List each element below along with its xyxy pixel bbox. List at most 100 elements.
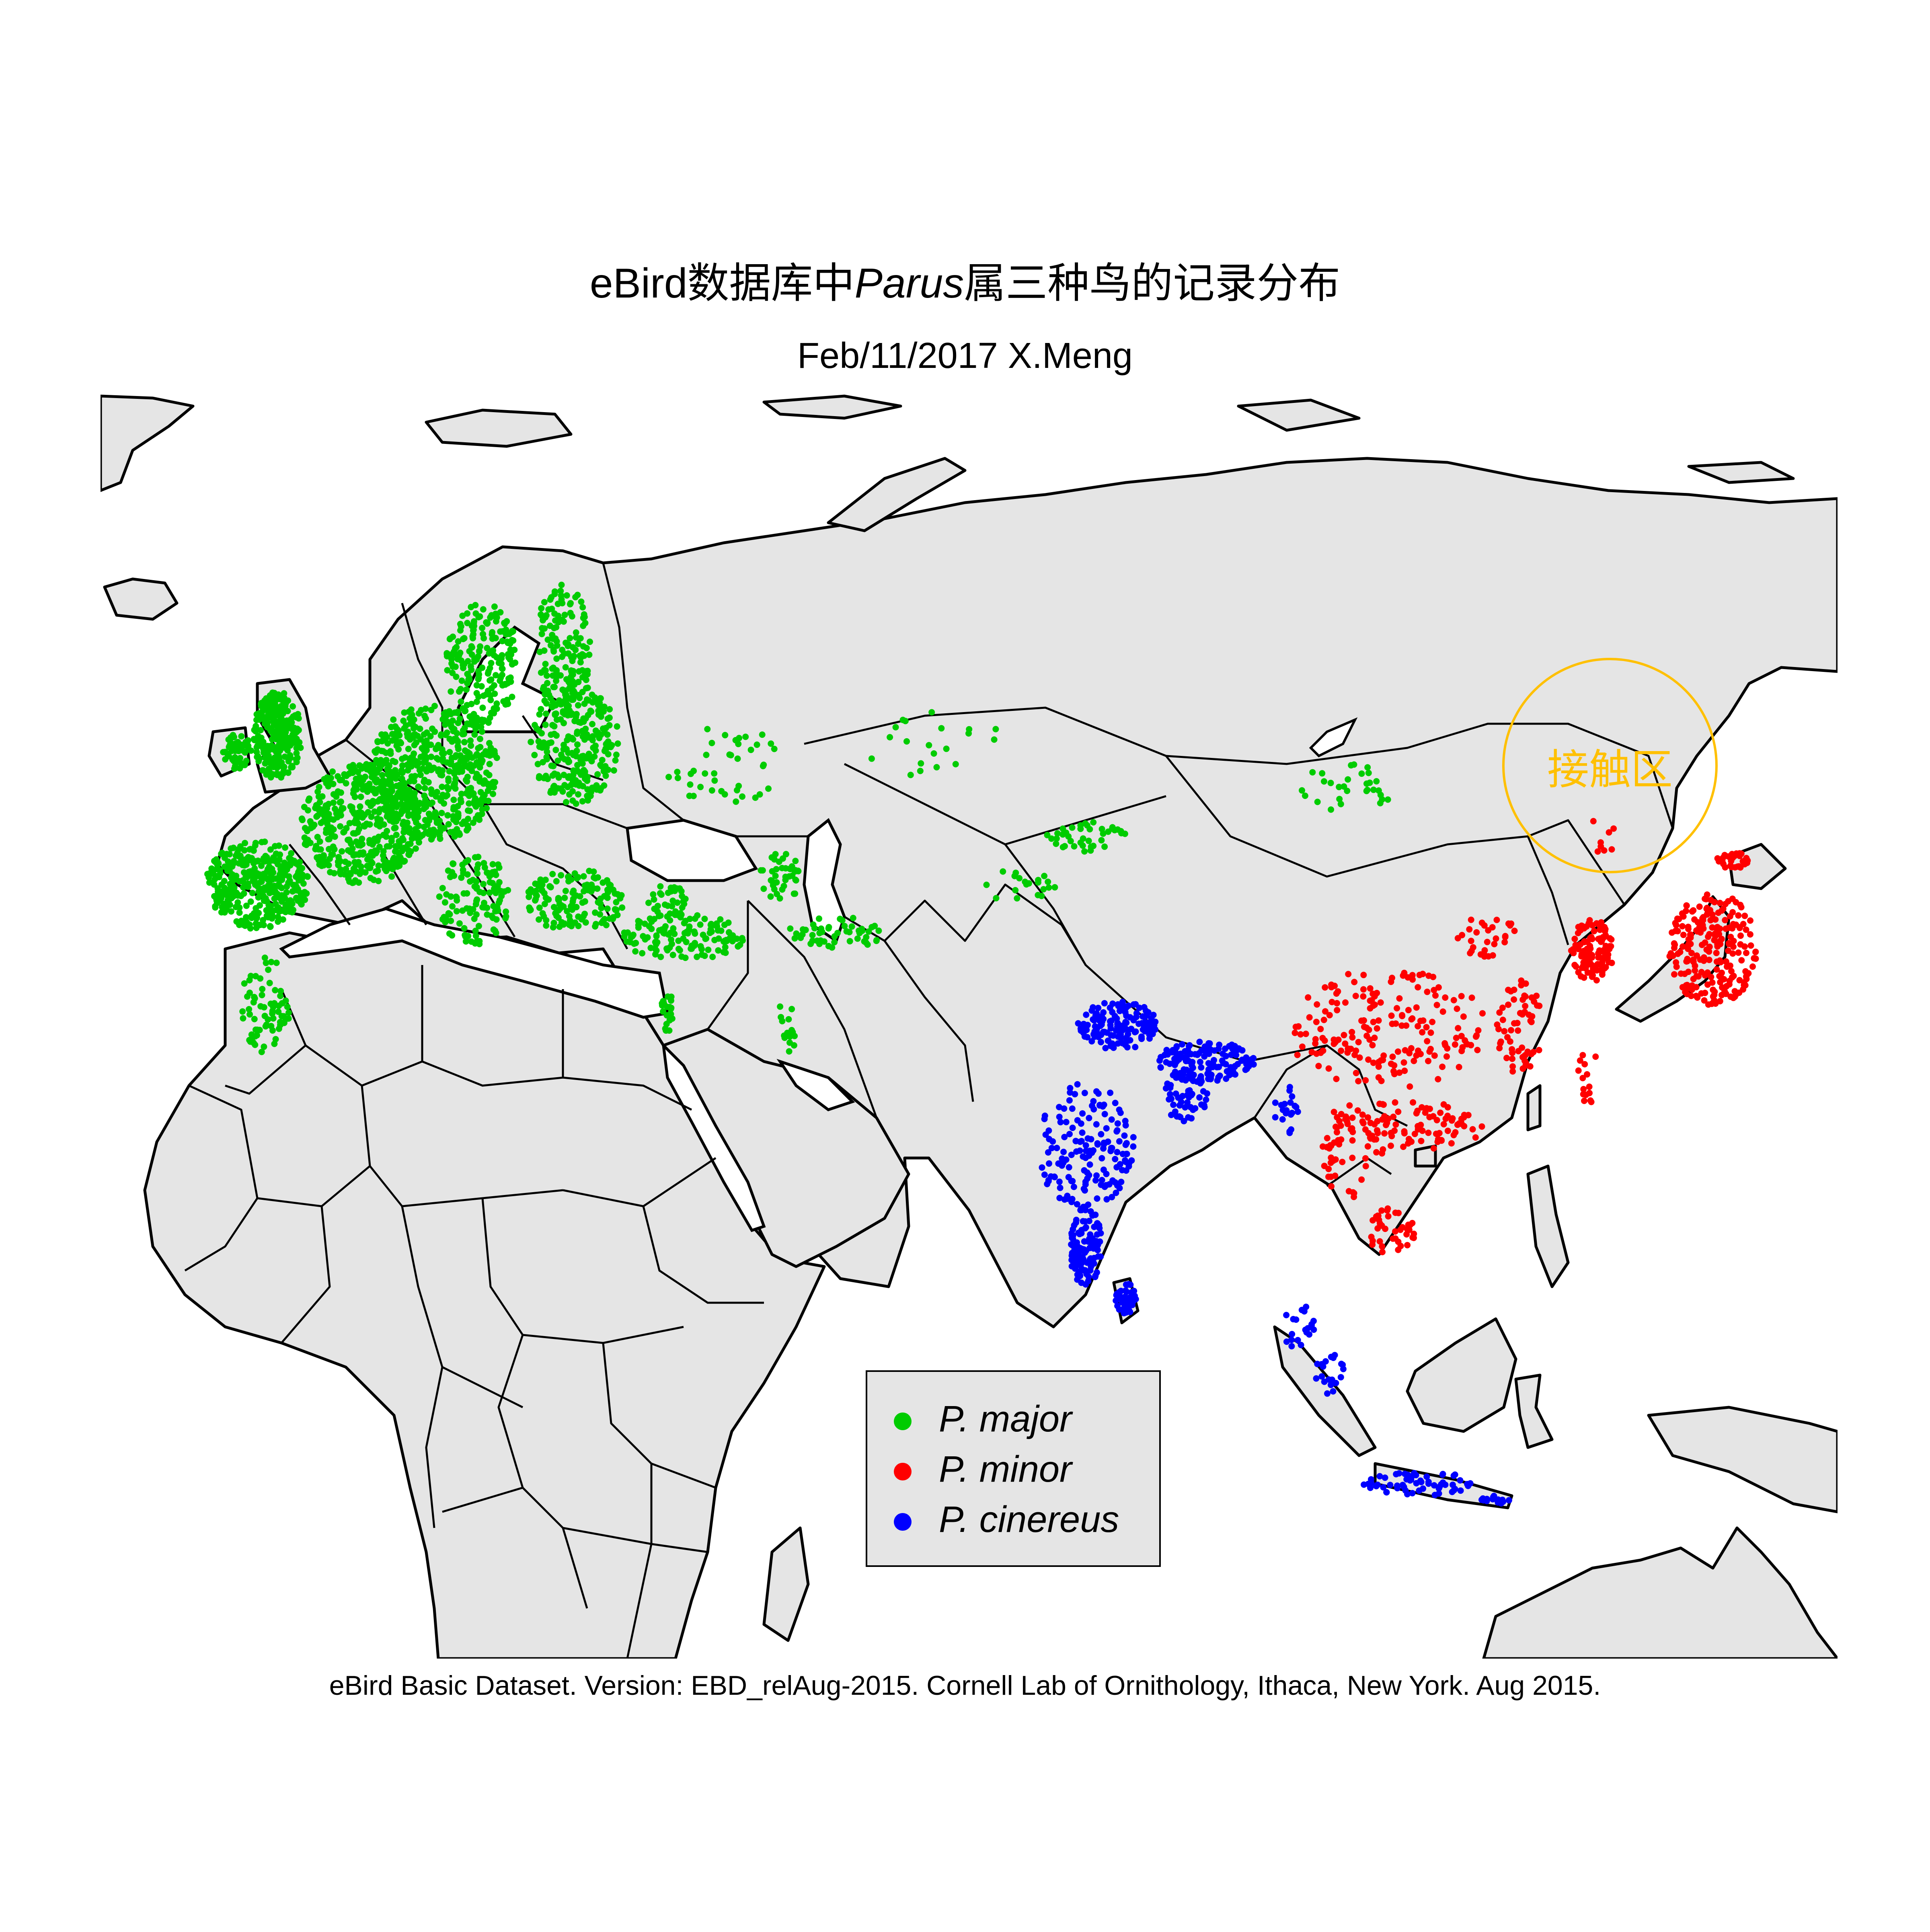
record-point — [1467, 950, 1474, 957]
record-point — [382, 858, 389, 865]
record-point — [455, 638, 462, 645]
map-title: eBird数据库中Parus属三种鸟的记录分布 — [590, 260, 1341, 307]
record-point — [1400, 1059, 1407, 1066]
record-point — [1320, 1016, 1327, 1023]
record-point — [1396, 995, 1403, 1002]
record-point — [443, 759, 450, 766]
record-point — [272, 901, 279, 907]
hainan — [1414, 1144, 1437, 1168]
record-point — [1382, 1474, 1388, 1481]
record-point — [1053, 1145, 1060, 1152]
record-point — [459, 612, 466, 619]
record-point — [393, 832, 400, 838]
record-point — [437, 796, 444, 803]
record-point — [602, 772, 609, 779]
record-point — [1069, 1257, 1076, 1264]
record-point — [1328, 999, 1335, 1006]
record-point — [605, 751, 612, 758]
record-point — [765, 785, 772, 792]
record-point — [282, 703, 289, 709]
record-point — [451, 763, 458, 770]
record-point — [1430, 973, 1437, 980]
record-point — [1466, 926, 1473, 933]
record-point — [1413, 1110, 1420, 1117]
record-point — [715, 935, 722, 942]
record-point — [439, 916, 446, 923]
record-point — [493, 930, 499, 936]
record-point — [285, 719, 292, 726]
record-point — [739, 935, 745, 942]
record-point — [1530, 1049, 1537, 1055]
record-point — [293, 745, 300, 751]
record-point — [476, 815, 482, 822]
record-point — [1353, 1070, 1359, 1076]
record-point — [275, 842, 282, 849]
record-point — [697, 921, 704, 928]
record-point — [678, 911, 685, 918]
record-point — [1367, 1119, 1374, 1126]
record-point — [526, 904, 533, 911]
record-point — [275, 881, 282, 888]
record-point — [574, 741, 581, 748]
record-point — [575, 641, 582, 647]
record-point — [1363, 788, 1370, 795]
record-point — [357, 793, 364, 800]
record-point — [1708, 973, 1714, 980]
record-point — [1053, 835, 1060, 842]
record-point — [398, 740, 404, 747]
record-point — [1723, 958, 1729, 965]
record-point — [1119, 1027, 1126, 1033]
record-point — [1083, 1027, 1090, 1033]
contact-zone: 接触区 — [1502, 658, 1718, 873]
record-point — [1094, 1195, 1101, 1202]
record-point — [386, 843, 393, 850]
record-point — [453, 832, 460, 838]
record-point — [503, 618, 510, 625]
record-point — [1070, 1183, 1077, 1190]
record-point — [1577, 1057, 1583, 1064]
record-point — [380, 748, 386, 755]
record-point — [1713, 966, 1720, 973]
record-point — [448, 723, 454, 729]
record-point — [573, 800, 579, 807]
record-point — [1392, 1228, 1398, 1235]
record-point — [1581, 1061, 1588, 1068]
record-point — [489, 629, 496, 636]
record-point — [1090, 1098, 1097, 1105]
record-point — [267, 707, 274, 714]
record-point — [1679, 910, 1686, 917]
record-point — [341, 771, 348, 778]
record-point — [1425, 1057, 1431, 1064]
record-point — [450, 813, 457, 819]
record-point — [773, 866, 780, 873]
record-point — [1330, 1109, 1337, 1115]
record-point — [1086, 1115, 1092, 1121]
record-point — [1408, 1016, 1415, 1022]
record-point — [480, 692, 487, 699]
record-point — [1086, 826, 1093, 833]
record-point — [491, 885, 497, 892]
record-point — [1114, 1182, 1121, 1189]
record-point — [597, 911, 604, 918]
record-point — [278, 759, 285, 766]
record-point — [1720, 905, 1727, 912]
record-point — [1713, 958, 1720, 965]
record-point — [680, 935, 687, 942]
record-point — [496, 887, 503, 894]
record-point — [1101, 1141, 1107, 1148]
record-point — [930, 750, 937, 757]
record-point — [451, 806, 458, 813]
record-point — [538, 706, 544, 712]
record-point — [1415, 984, 1421, 991]
record-point — [477, 789, 484, 796]
record-point — [1590, 818, 1597, 825]
record-point — [1575, 924, 1582, 930]
record-point — [1453, 1035, 1460, 1041]
record-point — [275, 914, 281, 920]
record-point — [1378, 1078, 1385, 1084]
record-point — [1575, 969, 1582, 976]
record-point — [1468, 916, 1474, 923]
record-point — [469, 633, 476, 640]
record-point — [353, 851, 359, 858]
